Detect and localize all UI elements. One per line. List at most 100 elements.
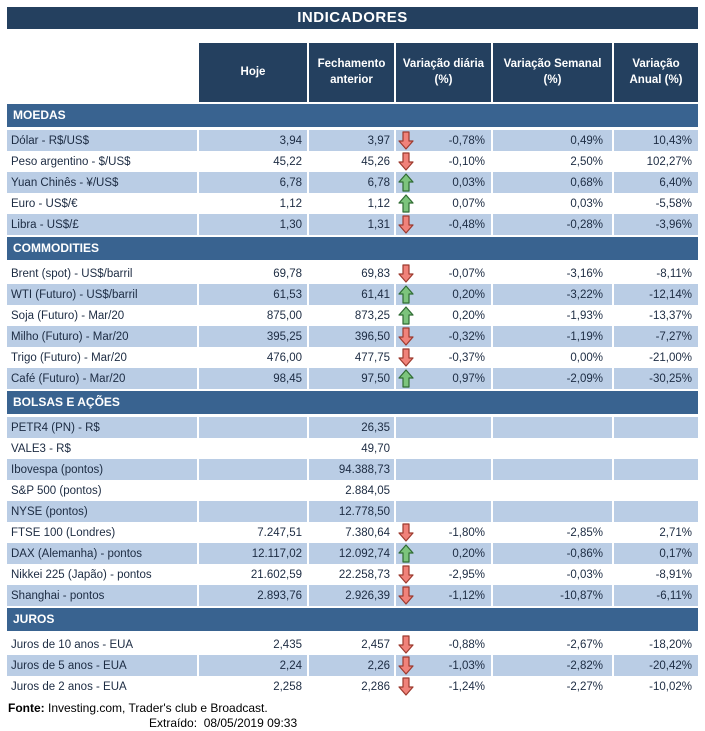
- cell-label: Brent (spot) - US$/barril: [11, 267, 133, 280]
- cell-variacao-semanal: -2,67%: [566, 638, 603, 651]
- cell-variacao-anual: -20,42%: [614, 655, 698, 676]
- cell-fechamento: 2.926,39: [309, 585, 394, 606]
- table-row: Trigo (Futuro) - Mar/20 476,00 477,75 -0…: [7, 347, 698, 368]
- column-header-hoje: Hoje: [199, 43, 307, 102]
- arrow-down-icon: [398, 152, 414, 171]
- cell-variacao-anual: -5,58%: [655, 197, 692, 210]
- cell-variacao-diaria: 0,07%: [396, 193, 491, 214]
- cell-variacao-diaria: 0,20%: [396, 305, 491, 326]
- cell-hoje: [199, 480, 307, 501]
- cell-fechamento: 94.388,73: [309, 459, 394, 480]
- table-row: Ibovespa (pontos) 94.388,73: [7, 459, 698, 480]
- cell-variacao-semanal: -2,85%: [566, 526, 603, 539]
- cell-fechamento: 6,78: [309, 172, 394, 193]
- cell-variacao-anual: 10,43%: [614, 130, 698, 151]
- section-header-commodities: COMMODITIES: [7, 237, 698, 260]
- cell-hoje: [199, 438, 307, 459]
- section-header-moedas: MOEDAS: [7, 104, 698, 127]
- section-header-juros: JUROS: [7, 608, 698, 631]
- arrow-down-icon: [398, 327, 414, 346]
- cell-fechamento: 7.380,64: [345, 526, 390, 539]
- table-row: Juros de 5 anos - EUA 2,24 2,26 -1,03% -…: [7, 655, 698, 676]
- arrow-down-icon: [398, 131, 414, 150]
- cell-variacao-semanal: -2,09%: [493, 368, 612, 389]
- cell-variacao-anual: [614, 438, 698, 459]
- cell-variacao-semanal: -2,82%: [493, 655, 612, 676]
- cell-variacao-semanal: -0,28%: [493, 214, 612, 235]
- cell-variacao-anual: -3,96%: [614, 214, 698, 235]
- arrow-down-icon: [398, 677, 414, 696]
- table-row: Libra - US$/£ 1,30 1,31 -0,48% -0,28% -3…: [7, 214, 698, 235]
- table-row: Dólar - R$/US$ 3,94 3,97 -0,78% 0,49% 10…: [7, 130, 698, 151]
- cell-variacao-anual: 0,17%: [614, 543, 698, 564]
- cell-variacao-semanal: [493, 459, 612, 480]
- cell-fechamento: 12.778,50: [309, 501, 394, 522]
- arrow-down-icon: [398, 586, 414, 605]
- cell-variacao-anual: 2,71%: [659, 526, 692, 539]
- cell-fechamento: 1,31: [309, 214, 394, 235]
- arrow-up-icon: [398, 544, 414, 563]
- arrow-down-icon: [398, 523, 414, 542]
- cell-variacao-diaria: [396, 480, 491, 501]
- table-row: S&P 500 (pontos) 2.884,05: [7, 480, 698, 501]
- table-row: PETR4 (PN) - R$ 26,35: [7, 417, 698, 438]
- cell-label: Milho (Futuro) - Mar/20: [7, 326, 197, 347]
- arrow-down-icon: [398, 635, 414, 654]
- cell-variacao-anual: 6,40%: [614, 172, 698, 193]
- column-header-variacao-semanal: Variação Semanal (%): [493, 43, 612, 102]
- cell-fechamento: 2,26: [309, 655, 394, 676]
- cell-variacao-diaria: -0,32%: [396, 326, 491, 347]
- cell-variacao-anual: -18,20%: [649, 638, 692, 651]
- cell-variacao-diaria: -2,95%: [396, 564, 491, 585]
- cell-label: Shanghai - pontos: [7, 585, 197, 606]
- cell-variacao-semanal: 0,49%: [493, 130, 612, 151]
- cell-fechamento: 61,41: [309, 284, 394, 305]
- cell-fechamento: 49,70: [361, 442, 390, 455]
- cell-variacao-diaria: -0,48%: [396, 214, 491, 235]
- cell-variacao-diaria: [396, 438, 491, 459]
- table-row: Café (Futuro) - Mar/20 98,45 97,50 0,97%…: [7, 368, 698, 389]
- cell-variacao-anual: -8,91%: [655, 568, 692, 581]
- column-header-row: Hoje Fechamento anterior Variação diária…: [7, 43, 698, 102]
- table-row: NYSE (pontos) 12.778,50: [7, 501, 698, 522]
- column-header-variacao-diaria: Variação diária (%): [396, 43, 491, 102]
- cell-hoje: 1,12: [279, 197, 302, 210]
- cell-label: Ibovespa (pontos): [7, 459, 197, 480]
- cell-fechamento: 2,457: [361, 638, 390, 651]
- table-row: Juros de 10 anos - EUA 2,435 2,457 -0,88…: [7, 634, 698, 655]
- cell-variacao-semanal: [493, 480, 612, 501]
- cell-hoje: 45,22: [273, 155, 302, 168]
- cell-label: Nikkei 225 (Japão) - pontos: [11, 568, 152, 581]
- cell-label: Yuan Chinês - ¥/US$: [7, 172, 197, 193]
- arrow-up-icon: [398, 306, 414, 325]
- cell-variacao-semanal: 0,00%: [570, 351, 603, 364]
- cell-fechamento: 477,75: [354, 351, 390, 364]
- cell-variacao-anual: 102,27%: [646, 155, 692, 168]
- cell-variacao-anual: [614, 459, 698, 480]
- cell-variacao-diaria: [396, 501, 491, 522]
- cell-variacao-anual: [614, 417, 698, 438]
- cell-variacao-diaria: 0,20%: [396, 284, 491, 305]
- cell-variacao-semanal: -1,93%: [566, 309, 603, 322]
- cell-hoje: 2,435: [273, 638, 302, 651]
- cell-variacao-diaria: -0,07%: [396, 263, 491, 284]
- table-body: MOEDAS Dólar - R$/US$ 3,94 3,97 -0,78% 0…: [7, 104, 698, 697]
- cell-hoje: 1,30: [199, 214, 307, 235]
- source-label: Fonte:: [8, 701, 45, 715]
- extracted-value: 08/05/2019 09:33: [203, 716, 298, 730]
- cell-variacao-semanal: 0,68%: [493, 172, 612, 193]
- cell-label: WTI (Futuro) - US$/barril: [7, 284, 197, 305]
- extracted-label: Extraído:: [149, 716, 198, 730]
- cell-variacao-diaria: -0,78%: [396, 130, 491, 151]
- cell-label: Euro - US$/€: [11, 197, 78, 210]
- cell-fechamento: 1,12: [367, 197, 390, 210]
- cell-hoje: 875,00: [266, 309, 302, 322]
- cell-hoje: 2.893,76: [199, 585, 307, 606]
- cell-variacao-anual: -10,02%: [649, 680, 692, 693]
- cell-variacao-semanal: [493, 501, 612, 522]
- arrow-up-icon: [398, 369, 414, 388]
- cell-variacao-semanal: 0,03%: [570, 197, 603, 210]
- spreadsheet: INDICADORES Hoje Fechamento anterior Var…: [7, 7, 698, 730]
- arrow-up-icon: [398, 194, 414, 213]
- section-header-bolsas-e-a-es: BOLSAS E AÇÕES: [7, 391, 698, 414]
